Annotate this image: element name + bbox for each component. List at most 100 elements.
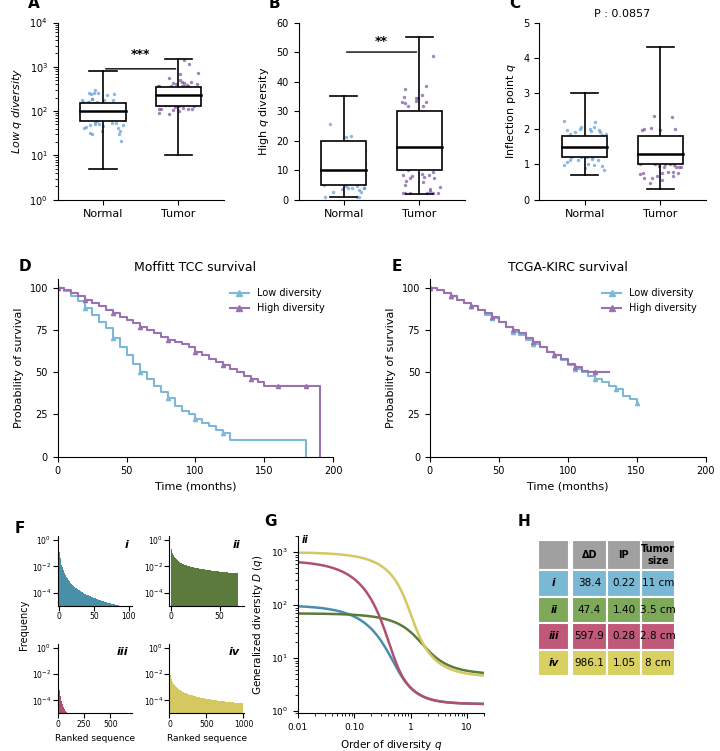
Point [593, 124, 605, 136]
Point [588, 120, 600, 132]
X-axis label: Time (months): Time (months) [527, 482, 608, 492]
Point [399, 120, 410, 132]
Point [643, 149, 654, 161]
Point [670, 161, 682, 173]
Bar [190, 566, 191, 751]
Point [163, 107, 175, 119]
Point [667, 145, 678, 157]
Point [652, 170, 663, 182]
Point [413, 140, 424, 152]
Point [323, 170, 334, 182]
Point [359, 169, 371, 181]
Point [84, 87, 95, 99]
Point [174, 98, 186, 110]
Y-axis label: Probability of survival: Probability of survival [14, 308, 24, 428]
Point [105, 105, 117, 117]
Text: C: C [510, 0, 521, 11]
Bar [212, 571, 213, 751]
Point [598, 150, 609, 162]
Point [181, 80, 193, 92]
Point [417, 176, 428, 188]
Bar [175, 558, 176, 751]
Point [644, 148, 655, 160]
Point [117, 101, 129, 113]
Bar [227, 572, 228, 751]
Point [359, 182, 370, 195]
Point [567, 142, 578, 154]
Point [643, 145, 654, 157]
Point [335, 150, 346, 162]
Point [328, 159, 340, 171]
Point [396, 96, 408, 108]
Bar [179, 562, 181, 751]
Text: i: i [552, 578, 555, 588]
Point [574, 123, 585, 135]
Text: D: D [19, 258, 32, 273]
FancyBboxPatch shape [80, 104, 125, 121]
Point [417, 89, 428, 101]
Point [416, 168, 428, 180]
Point [586, 143, 598, 155]
FancyBboxPatch shape [572, 623, 607, 650]
Text: B: B [269, 0, 280, 11]
Point [594, 132, 606, 144]
Point [559, 137, 570, 149]
X-axis label: Time (months): Time (months) [155, 482, 236, 492]
Point [155, 84, 166, 96]
Bar [224, 572, 225, 751]
Point [559, 131, 571, 143]
Point [358, 151, 369, 163]
Point [405, 157, 416, 169]
Point [565, 145, 577, 157]
Point [410, 125, 422, 137]
Bar [222, 572, 223, 751]
Point [178, 102, 189, 114]
Point [167, 77, 179, 89]
Point [176, 80, 187, 92]
Text: iii: iii [549, 632, 559, 641]
Point [568, 138, 580, 150]
Bar [213, 571, 215, 751]
Point [421, 188, 433, 200]
Point [346, 150, 358, 162]
Point [569, 144, 580, 156]
Point [319, 191, 330, 203]
Point [168, 89, 180, 101]
Point [343, 150, 354, 162]
Point [117, 103, 128, 115]
Point [152, 83, 163, 95]
Point [667, 133, 679, 145]
Point [162, 85, 174, 97]
Title: TCGA-KIRC survival: TCGA-KIRC survival [508, 261, 628, 274]
Point [634, 158, 646, 170]
Point [98, 104, 109, 116]
Point [408, 123, 419, 135]
Point [153, 80, 164, 92]
Point [403, 143, 415, 155]
FancyBboxPatch shape [638, 136, 683, 164]
FancyBboxPatch shape [538, 650, 570, 676]
Point [405, 188, 416, 200]
Point [582, 158, 594, 170]
Point [564, 145, 576, 157]
Bar [182, 564, 184, 751]
Point [336, 152, 348, 164]
Point [664, 134, 675, 146]
Text: 1.05: 1.05 [612, 658, 636, 668]
Point [659, 161, 670, 173]
Point [635, 145, 647, 157]
Point [666, 140, 678, 152]
Point [98, 105, 109, 117]
Point [185, 76, 197, 88]
Point [596, 138, 608, 150]
Point [406, 156, 418, 168]
Point [332, 155, 343, 167]
Point [675, 139, 687, 151]
Point [337, 176, 348, 188]
Point [420, 95, 432, 107]
Point [171, 98, 182, 110]
Point [81, 122, 92, 134]
Point [343, 176, 355, 189]
Point [86, 93, 98, 105]
Point [323, 171, 335, 183]
